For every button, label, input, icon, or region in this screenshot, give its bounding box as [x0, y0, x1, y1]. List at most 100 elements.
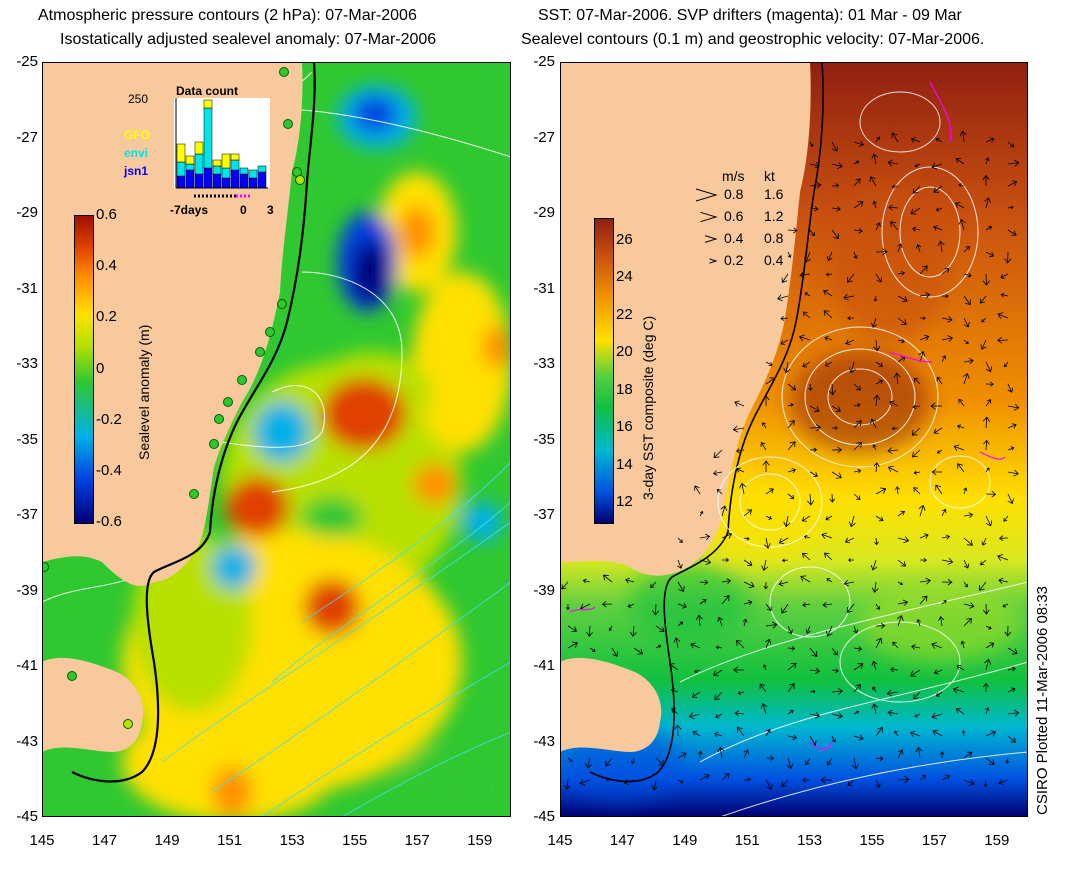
- velocity-arrow: [873, 295, 878, 302]
- lon-tick-right: 159: [984, 832, 1010, 849]
- velocity-arrow: [1004, 251, 1012, 264]
- velocity-arrow: [1007, 205, 1014, 210]
- velocity-arrow: [930, 402, 943, 410]
- velocity-arrow: [983, 682, 989, 693]
- velocity-arrow: [763, 537, 771, 549]
- sst-map-frame: [560, 62, 1028, 817]
- right-title-line1: SST: 07-Mar-2006. SVP drifters (magenta)…: [538, 7, 962, 24]
- velocity-arrow: [871, 581, 879, 593]
- lat-tick-right: -43: [533, 732, 555, 750]
- lat-tick-left: -43: [16, 732, 38, 750]
- velocity-arrow: [1005, 757, 1010, 764]
- velocity-arrow: [958, 183, 965, 187]
- velocity-arrow: [586, 625, 593, 637]
- lat-tick-left: -29: [16, 204, 38, 221]
- velocity-arrow: [853, 160, 860, 165]
- data-count-bar: [230, 153, 240, 161]
- velocity-arrow: [891, 132, 899, 143]
- left-title-line1: Atmospheric pressure contours (2 hPa): 0…: [38, 7, 417, 24]
- lon-tick-left: 155: [342, 832, 368, 849]
- velocity-arrow: [831, 206, 841, 212]
- velocity-arrow: [821, 532, 833, 540]
- velocity-arrow: [798, 334, 811, 342]
- lat-tick-right: -41: [533, 657, 555, 674]
- lon-tick-left: 159: [467, 832, 493, 849]
- velocity-arrow: [809, 424, 822, 432]
- velocity-arrow: [780, 316, 789, 321]
- velocity-arrow: [871, 703, 879, 715]
- velocity-arrow: [985, 137, 995, 143]
- velocity-arrow: [800, 575, 811, 583]
- velocity-arrow: [806, 493, 815, 506]
- lon-tick-right: 147: [609, 832, 635, 849]
- velocity-arrow: [897, 338, 905, 344]
- velocity-arrow: [759, 683, 767, 693]
- velocity-arrow: [717, 746, 725, 759]
- velocity-arrow: [737, 726, 745, 737]
- velocity-arrow: [897, 749, 904, 759]
- sealevel-contours: [679, 91, 1028, 817]
- velocity-arrow: [831, 405, 841, 412]
- data-count-bar: [239, 167, 249, 175]
- velocity-arrow: [962, 372, 970, 385]
- velocity-arrow: [985, 491, 997, 498]
- velocity-arrow: [674, 724, 682, 737]
- data-count-bar: [185, 169, 195, 189]
- velocity-arrow: [897, 510, 905, 517]
- australia-land: [42, 62, 303, 586]
- velocity-arrow: [843, 293, 855, 301]
- data-count-inset: [174, 84, 270, 202]
- velocity-arrow: [787, 227, 798, 234]
- velocity-arrow: [765, 728, 771, 737]
- lon-tick-right: 145: [547, 832, 573, 849]
- velocity-arrow: [670, 688, 679, 693]
- velocity-arrow: [760, 703, 768, 715]
- velocity-arrow: [941, 534, 951, 540]
- velocity-arrow: [826, 251, 833, 262]
- velocity-arrow: [933, 427, 943, 434]
- velocity-arrow: [781, 273, 789, 283]
- velocity-arrow: [963, 581, 968, 588]
- data-count-bar: [203, 107, 213, 169]
- data-count-bar: [194, 173, 204, 189]
- velocity-arrow: [897, 317, 907, 325]
- velocity-arrow: [778, 537, 789, 544]
- sla-map: [42, 62, 511, 817]
- velocity-arrow: [963, 295, 971, 306]
- velocity-arrow: [919, 316, 926, 320]
- velocity-arrow: [985, 381, 994, 387]
- velocity-arrow: [889, 400, 899, 407]
- velocity-arrow: [677, 602, 687, 609]
- velocity-arrow: [1007, 423, 1017, 429]
- velocity-arrow: [677, 581, 685, 593]
- data-count-legend-jsn1: jsn1: [124, 164, 149, 178]
- velocity-arrow: [919, 557, 927, 563]
- velocity-arrow: [761, 559, 769, 572]
- shelf-contour-sst: [589, 62, 824, 783]
- velocity-arrow: [734, 400, 745, 407]
- velocity-arrow: [781, 603, 789, 614]
- velocity-arrow: [765, 755, 775, 761]
- data-count-bar: [248, 169, 258, 179]
- tasmania-land: [42, 657, 144, 752]
- velocity-arrow: [735, 640, 745, 649]
- velocity-arrow: [825, 515, 833, 521]
- velocity-arrow: [694, 485, 701, 495]
- velocity-arrow: [982, 416, 991, 429]
- velocity-arrow: [914, 163, 921, 168]
- velocity-arrow: [875, 779, 881, 788]
- velocity-arrow: [601, 601, 613, 608]
- sla-anomaly-field: [122, 85, 511, 817]
- velocity-arrow: [712, 470, 723, 476]
- velocity-arrow: [963, 512, 974, 518]
- velocity-arrow: [831, 183, 840, 188]
- velocity-arrow: [875, 622, 886, 629]
- tide-gauge-markers: [42, 67, 305, 729]
- velocity-arrow: [787, 383, 796, 391]
- sst-colorbar-tick: 14: [616, 455, 633, 473]
- velocity-arrow: [915, 746, 923, 759]
- velocity-arrow: [809, 447, 818, 453]
- velocity-arrow: [734, 710, 745, 717]
- lat-tick-left: -39: [16, 581, 38, 599]
- velocity-arrow: [912, 185, 921, 194]
